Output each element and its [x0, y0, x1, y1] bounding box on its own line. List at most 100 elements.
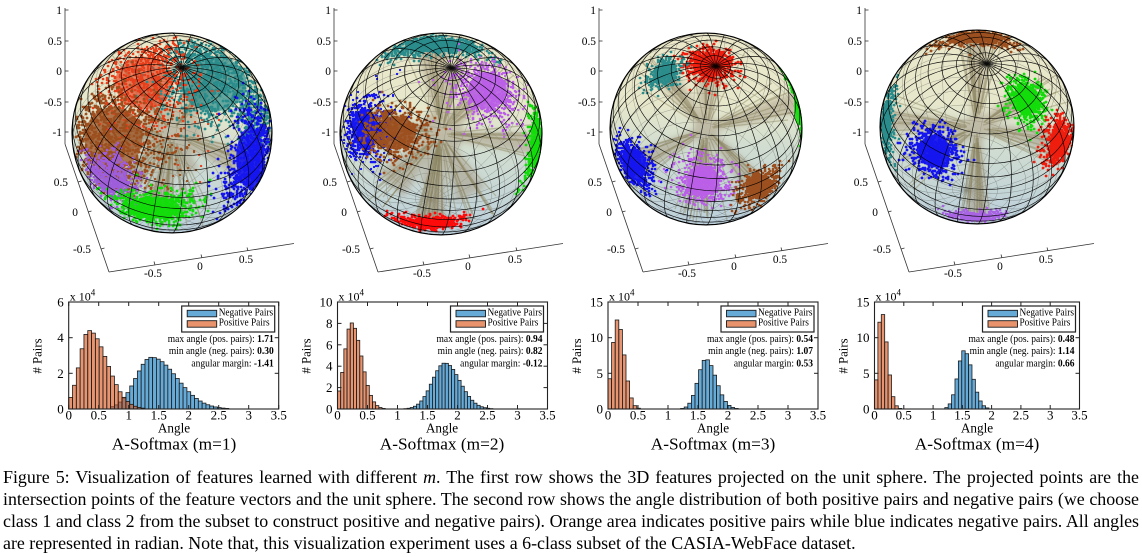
svg-text:0: 0: [606, 207, 612, 219]
svg-text:Positive Pairs: Positive Pairs: [488, 317, 539, 329]
svg-text:min angle (neg. pairs): 1.07: min angle (neg. pairs): 1.07: [708, 346, 813, 358]
svg-text:0: 0: [605, 408, 612, 423]
svg-text:angular margin: 0.53: angular margin: 0.53: [734, 358, 813, 370]
svg-text:0.5: 0.5: [630, 408, 646, 423]
svg-text:0.5: 0.5: [773, 254, 788, 266]
svg-text:1: 1: [665, 408, 672, 423]
svg-text:min angle (neg. pairs): 1.14: min angle (neg. pairs): 1.14: [970, 346, 1075, 358]
svg-text:0: 0: [863, 402, 870, 417]
svg-text:10: 10: [590, 330, 603, 345]
svg-text:x 104: x 104: [70, 288, 96, 304]
svg-text:1: 1: [325, 5, 331, 17]
svg-text:Angle: Angle: [961, 421, 993, 436]
svg-text:3: 3: [1047, 408, 1054, 423]
svg-text:0: 0: [197, 261, 203, 273]
svg-text:x 104: x 104: [609, 288, 635, 304]
svg-text:1.5: 1.5: [151, 408, 167, 423]
svg-text:Negative Pairs: Negative Pairs: [219, 307, 274, 319]
svg-text:A-Softmax (m=3): A-Softmax (m=3): [651, 435, 775, 454]
svg-text:0: 0: [997, 261, 1003, 273]
svg-text:0.5: 0.5: [848, 36, 863, 48]
svg-text:1: 1: [856, 5, 862, 17]
svg-text:0.5: 0.5: [317, 36, 332, 48]
svg-text:2.5: 2.5: [211, 408, 227, 423]
svg-text:Positive Pairs: Positive Pairs: [219, 317, 270, 329]
svg-text:3.5: 3.5: [271, 408, 287, 423]
svg-text:min angle (neg. pairs): 0.82: min angle (neg. pairs): 0.82: [438, 346, 543, 358]
svg-text:4: 4: [326, 359, 333, 374]
svg-text:0: 0: [590, 66, 596, 78]
svg-text:angular margin: -1.41: angular margin: -1.41: [191, 358, 273, 370]
svg-text:8: 8: [326, 316, 333, 331]
svg-text:-0.5: -0.5: [313, 97, 331, 109]
svg-text:1.5: 1.5: [954, 408, 970, 423]
svg-text:0: 0: [465, 261, 471, 273]
svg-text:2: 2: [454, 408, 461, 423]
svg-text:1: 1: [56, 5, 62, 17]
svg-text:max angle (pos. pairs): 0.54: max angle (pos. pairs): 0.54: [707, 333, 813, 345]
svg-text:0.5: 0.5: [508, 254, 523, 266]
svg-text:2: 2: [185, 408, 192, 423]
svg-text:angular margin: 0.66: angular margin: 0.66: [995, 358, 1074, 370]
svg-text:2.5: 2.5: [750, 408, 766, 423]
svg-text:0.5: 0.5: [1039, 254, 1054, 266]
svg-text:-0.5: -0.5: [607, 244, 625, 256]
svg-text:10: 10: [857, 330, 870, 345]
svg-text:A-Softmax (m=4): A-Softmax (m=4): [915, 435, 1039, 454]
svg-text:# Pairs: # Pairs: [837, 338, 851, 373]
svg-text:15: 15: [857, 295, 870, 310]
svg-text:A-Softmax (m=1): A-Softmax (m=1): [112, 435, 236, 454]
svg-text:-0.5: -0.5: [44, 97, 62, 109]
svg-text:min angle (neg. pairs): 0.30: min angle (neg. pairs): 0.30: [169, 346, 274, 358]
svg-text:5: 5: [863, 366, 870, 381]
svg-text:0: 0: [872, 207, 878, 219]
svg-text:-0.5: -0.5: [342, 244, 360, 256]
svg-text:0.5: 0.5: [239, 254, 254, 266]
svg-text:# Pairs: # Pairs: [31, 338, 45, 373]
svg-text:2: 2: [326, 380, 333, 395]
svg-text:3.5: 3.5: [539, 408, 555, 423]
svg-text:x 104: x 104: [339, 288, 365, 304]
svg-text:Angle: Angle: [158, 421, 190, 436]
svg-text:Positive Pairs: Positive Pairs: [1020, 317, 1071, 329]
svg-text:-1: -1: [322, 127, 332, 139]
svg-text:-0.5: -0.5: [678, 268, 696, 280]
svg-text:0: 0: [334, 408, 341, 423]
svg-text:2: 2: [725, 408, 732, 423]
svg-text:-0.5: -0.5: [844, 97, 862, 109]
svg-text:6: 6: [326, 337, 333, 352]
svg-text:0: 0: [65, 408, 72, 423]
svg-text:2: 2: [988, 408, 995, 423]
svg-text:Angle: Angle: [697, 421, 729, 436]
svg-text:3: 3: [245, 408, 252, 423]
svg-text:0: 0: [57, 402, 64, 417]
svg-text:0.5: 0.5: [588, 177, 603, 189]
svg-text:0.5: 0.5: [48, 36, 63, 48]
svg-text:-0.5: -0.5: [944, 268, 962, 280]
svg-text:Positive Pairs: Positive Pairs: [758, 317, 809, 329]
svg-text:1: 1: [590, 5, 596, 17]
svg-text:Negative Pairs: Negative Pairs: [1020, 307, 1075, 319]
svg-text:max angle (pos. pairs): 0.94: max angle (pos. pairs): 0.94: [437, 333, 543, 345]
svg-text:angular margin: -0.12: angular margin: -0.12: [460, 358, 542, 370]
svg-text:-1: -1: [587, 127, 597, 139]
svg-text:5: 5: [597, 366, 604, 381]
svg-text:# Pairs: # Pairs: [570, 338, 584, 373]
svg-text:0: 0: [72, 207, 78, 219]
svg-text:4: 4: [57, 330, 64, 345]
svg-text:6: 6: [57, 295, 64, 310]
svg-text:0.5: 0.5: [896, 408, 912, 423]
svg-text:0: 0: [597, 402, 604, 417]
svg-text:-0.5: -0.5: [144, 268, 162, 280]
svg-text:# Pairs: # Pairs: [300, 338, 314, 373]
svg-text:-0.5: -0.5: [578, 97, 596, 109]
svg-text:x 104: x 104: [876, 288, 902, 304]
svg-text:0.5: 0.5: [359, 408, 375, 423]
svg-text:max angle (pos. pairs): 0.48: max angle (pos. pairs): 0.48: [969, 333, 1075, 345]
svg-text:1.5: 1.5: [419, 408, 435, 423]
svg-text:0: 0: [871, 408, 878, 423]
svg-text:2: 2: [57, 366, 64, 381]
svg-text:0.5: 0.5: [854, 177, 869, 189]
svg-text:1: 1: [930, 408, 937, 423]
svg-text:1.5: 1.5: [690, 408, 706, 423]
